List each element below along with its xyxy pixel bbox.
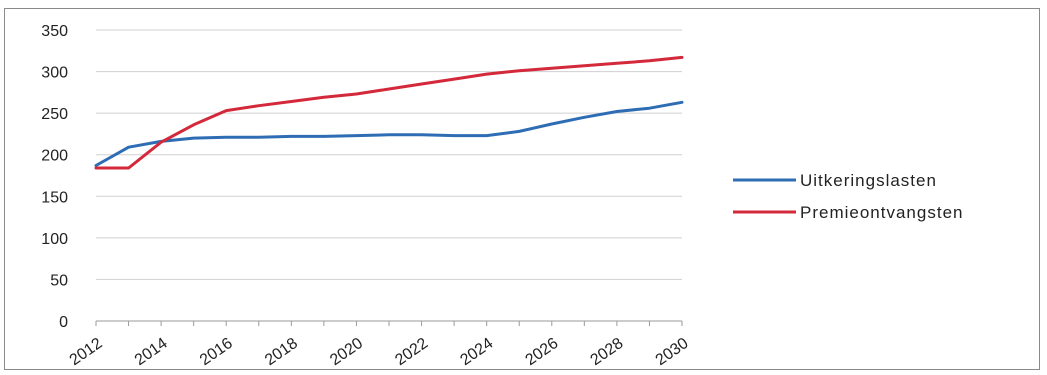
grid-lines: [96, 29, 682, 280]
x-tick-label: 2028: [588, 335, 627, 369]
x-tick-label: 2018: [262, 335, 301, 369]
y-tick-label: 0: [59, 314, 68, 331]
x-tick-label: 2014: [132, 335, 171, 369]
x-axis-tick-labels: 2012 2014 2016 2018 2020 2022 2024 2026 2028 2030: [67, 335, 692, 369]
series-lines: [94, 55, 684, 170]
y-tick-label: 200: [41, 148, 68, 165]
x-tick-label: 2016: [197, 335, 236, 369]
x-tick-label: 2026: [523, 335, 562, 369]
legend-label: Uitkeringslasten: [800, 171, 937, 190]
series-line-premieontvangsten: [94, 55, 684, 170]
x-tick-label: 2024: [457, 335, 496, 369]
x-tick-label: 2020: [327, 335, 366, 369]
chart-frame: [4, 8, 1040, 370]
x-tick-label: 2012: [67, 335, 106, 369]
y-tick-label: 50: [50, 272, 68, 289]
y-tick-label: 300: [41, 65, 68, 82]
y-axis-tick-labels: 0 50 100 150 200 250 300 350: [41, 23, 68, 331]
x-tick-label: 2022: [392, 335, 431, 369]
y-tick-label: 100: [41, 231, 68, 248]
x-axis: [95, 320, 683, 326]
legend: Uitkeringslasten Premieontvangsten: [733, 171, 963, 222]
y-tick-label: 150: [41, 189, 68, 206]
x-tick-label: 2030: [653, 335, 692, 369]
legend-label: Premieontvangsten: [800, 203, 963, 222]
series-line-uitkeringslasten: [94, 100, 684, 167]
y-tick-label: 350: [41, 23, 68, 40]
y-tick-label: 250: [41, 106, 68, 123]
